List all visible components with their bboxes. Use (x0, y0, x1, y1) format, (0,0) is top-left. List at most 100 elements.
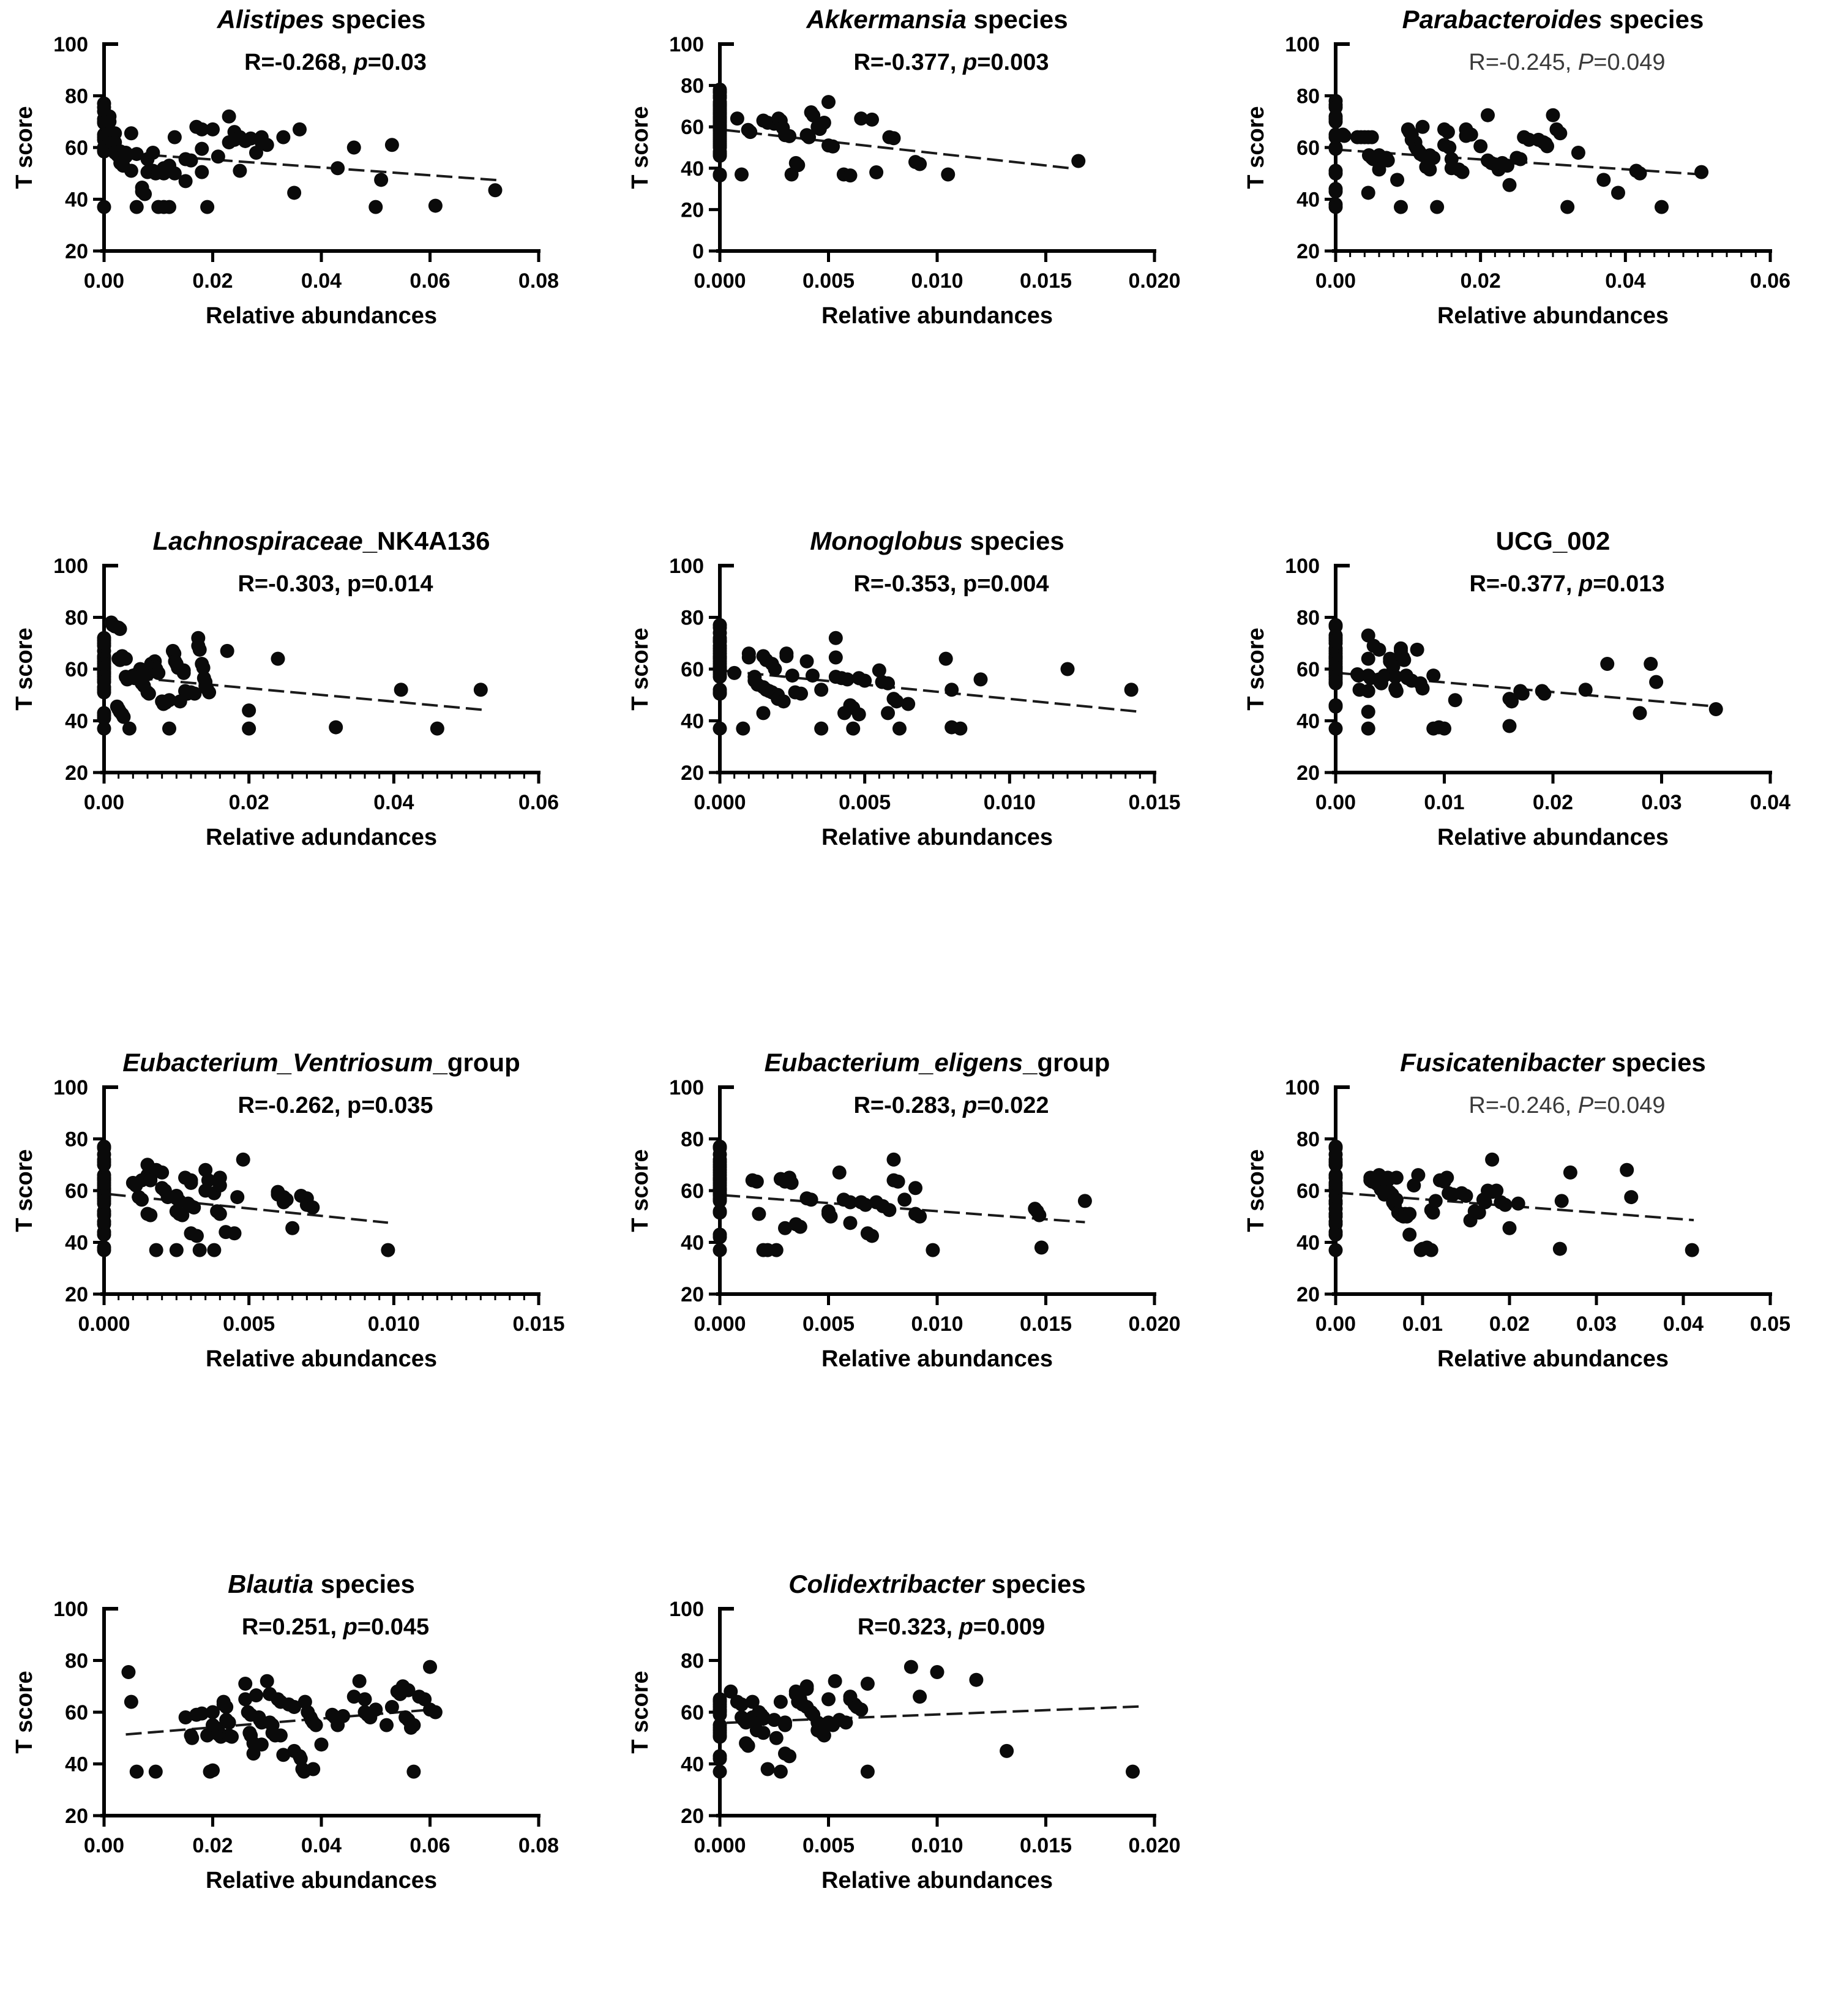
y-tick-label: 100 (1285, 555, 1320, 578)
scatter-point (773, 1694, 788, 1709)
x-tick-label: 0.00 (1315, 269, 1356, 293)
scatter-point (1553, 126, 1568, 141)
scatter-point (799, 654, 814, 668)
scatter-point (1337, 129, 1352, 143)
chart-cell-3: Lachnospiraceae_NK4A136 R=-0.303, p=0.014… (0, 522, 616, 1043)
stats-label: R=-0.377, p=0.013 (1469, 571, 1664, 597)
y-tick-label: 60 (681, 1701, 704, 1724)
x-tick-label: 0.005 (839, 791, 891, 814)
scatter-point (1596, 173, 1611, 187)
scatter-point (837, 706, 852, 721)
scatter-chart: Alistipes species R=-0.268, p=0.03 20 40 60 8… (12, 5, 559, 329)
x-tick-label: 0.04 (301, 269, 342, 293)
scatter-point (1328, 721, 1343, 736)
scatter-point (713, 1194, 727, 1208)
scatter-point (741, 1739, 755, 1753)
scatter-point (249, 1688, 263, 1703)
y-axis-label: T score (12, 1149, 37, 1232)
scatter-point (1611, 185, 1625, 200)
scatter-point (314, 1737, 329, 1752)
scatter-point (843, 168, 858, 183)
trend-line (724, 1194, 1085, 1224)
y-tick-label: 60 (681, 116, 704, 139)
scatter-point (287, 1700, 302, 1715)
scatter-point (769, 1243, 784, 1257)
scatter-point (779, 649, 794, 664)
scatter-point (752, 1207, 766, 1221)
scatter-point (891, 1174, 905, 1189)
scatter-point (242, 721, 256, 736)
scatter-point (124, 1694, 138, 1709)
scatter-point (897, 1192, 912, 1207)
scatter-point (1402, 1227, 1417, 1242)
y-tick-label: 20 (65, 1805, 88, 1828)
scatter-point (260, 1674, 274, 1688)
scatter-point (113, 622, 127, 637)
stats-label: R=-0.262, p=0.035 (238, 1093, 433, 1118)
scatter-point (1060, 662, 1075, 676)
scatter-point (1428, 1194, 1443, 1208)
scatter-point (220, 643, 234, 658)
scatter-point (417, 1692, 432, 1707)
y-tick-label: 80 (1296, 607, 1320, 630)
x-tick-label: 0.06 (518, 791, 559, 814)
scatter-point (851, 707, 866, 722)
scatter-point (745, 1694, 760, 1709)
y-axis-label: T score (1243, 627, 1269, 710)
y-axis-label: T score (627, 106, 653, 189)
scatter-point (336, 1709, 350, 1723)
x-axis-label: Relative adundances (206, 825, 437, 850)
scatter-point (1552, 1241, 1567, 1256)
scatter-point (913, 157, 927, 171)
y-tick-label: 80 (1296, 85, 1320, 108)
chart-cell-10: Colidextribacter species R=0.323, p=0.009… (616, 1565, 1232, 1995)
scatter-point (713, 686, 727, 701)
y-tick-label: 100 (669, 1076, 704, 1099)
y-tick-label: 100 (53, 555, 88, 578)
scatter-point (828, 631, 843, 645)
scatter-point (843, 1216, 858, 1230)
y-tick-label: 40 (65, 1232, 88, 1255)
scatter-point (1328, 166, 1343, 181)
y-tick-label: 60 (681, 1180, 704, 1203)
scatter-point (1000, 1743, 1014, 1758)
scatter-point (1560, 200, 1575, 214)
scatter-point (1708, 702, 1723, 716)
scatter-point (121, 1665, 136, 1680)
scatter-point (116, 709, 131, 724)
scatter-point (886, 131, 901, 146)
scatter-point (169, 1243, 184, 1257)
scatter-point (184, 153, 198, 168)
x-axis-label: Relative abundances (821, 1868, 1053, 1893)
scatter-point (222, 1715, 236, 1730)
scatter-point (473, 683, 488, 697)
scatter-point (903, 1660, 918, 1674)
y-tick-label: 40 (681, 157, 704, 181)
scatter-point (384, 1700, 399, 1715)
scatter-point (1415, 681, 1430, 696)
scatter-point (784, 1175, 799, 1190)
y-tick-label: 60 (1296, 137, 1320, 160)
chart-title: Alistipes species (217, 5, 426, 34)
scatter-point (1402, 1207, 1417, 1221)
y-tick-label: 0 (692, 240, 704, 263)
x-tick-label: 0.06 (410, 269, 450, 293)
trend-line (726, 1705, 1140, 1724)
x-tick-label: 0.02 (1533, 791, 1573, 814)
scatter-point (854, 111, 869, 126)
scatter-point (713, 1243, 727, 1257)
scatter-point (155, 1165, 170, 1180)
scatter-point (1328, 200, 1343, 214)
scatter-point (1537, 686, 1552, 701)
y-axis-label: T score (627, 1671, 653, 1753)
scatter-point (488, 183, 503, 198)
scatter-point (287, 185, 302, 200)
scatter-point (368, 1702, 383, 1717)
x-tick-label: 0.015 (1020, 269, 1072, 293)
scatter-point (195, 141, 209, 156)
scatter-point (1578, 683, 1593, 697)
scatter-point (357, 1692, 372, 1707)
stats-label: R=-0.283, p=0.022 (853, 1093, 1049, 1118)
x-tick-label: 0.00 (1315, 791, 1356, 814)
scatter-point (129, 147, 144, 162)
